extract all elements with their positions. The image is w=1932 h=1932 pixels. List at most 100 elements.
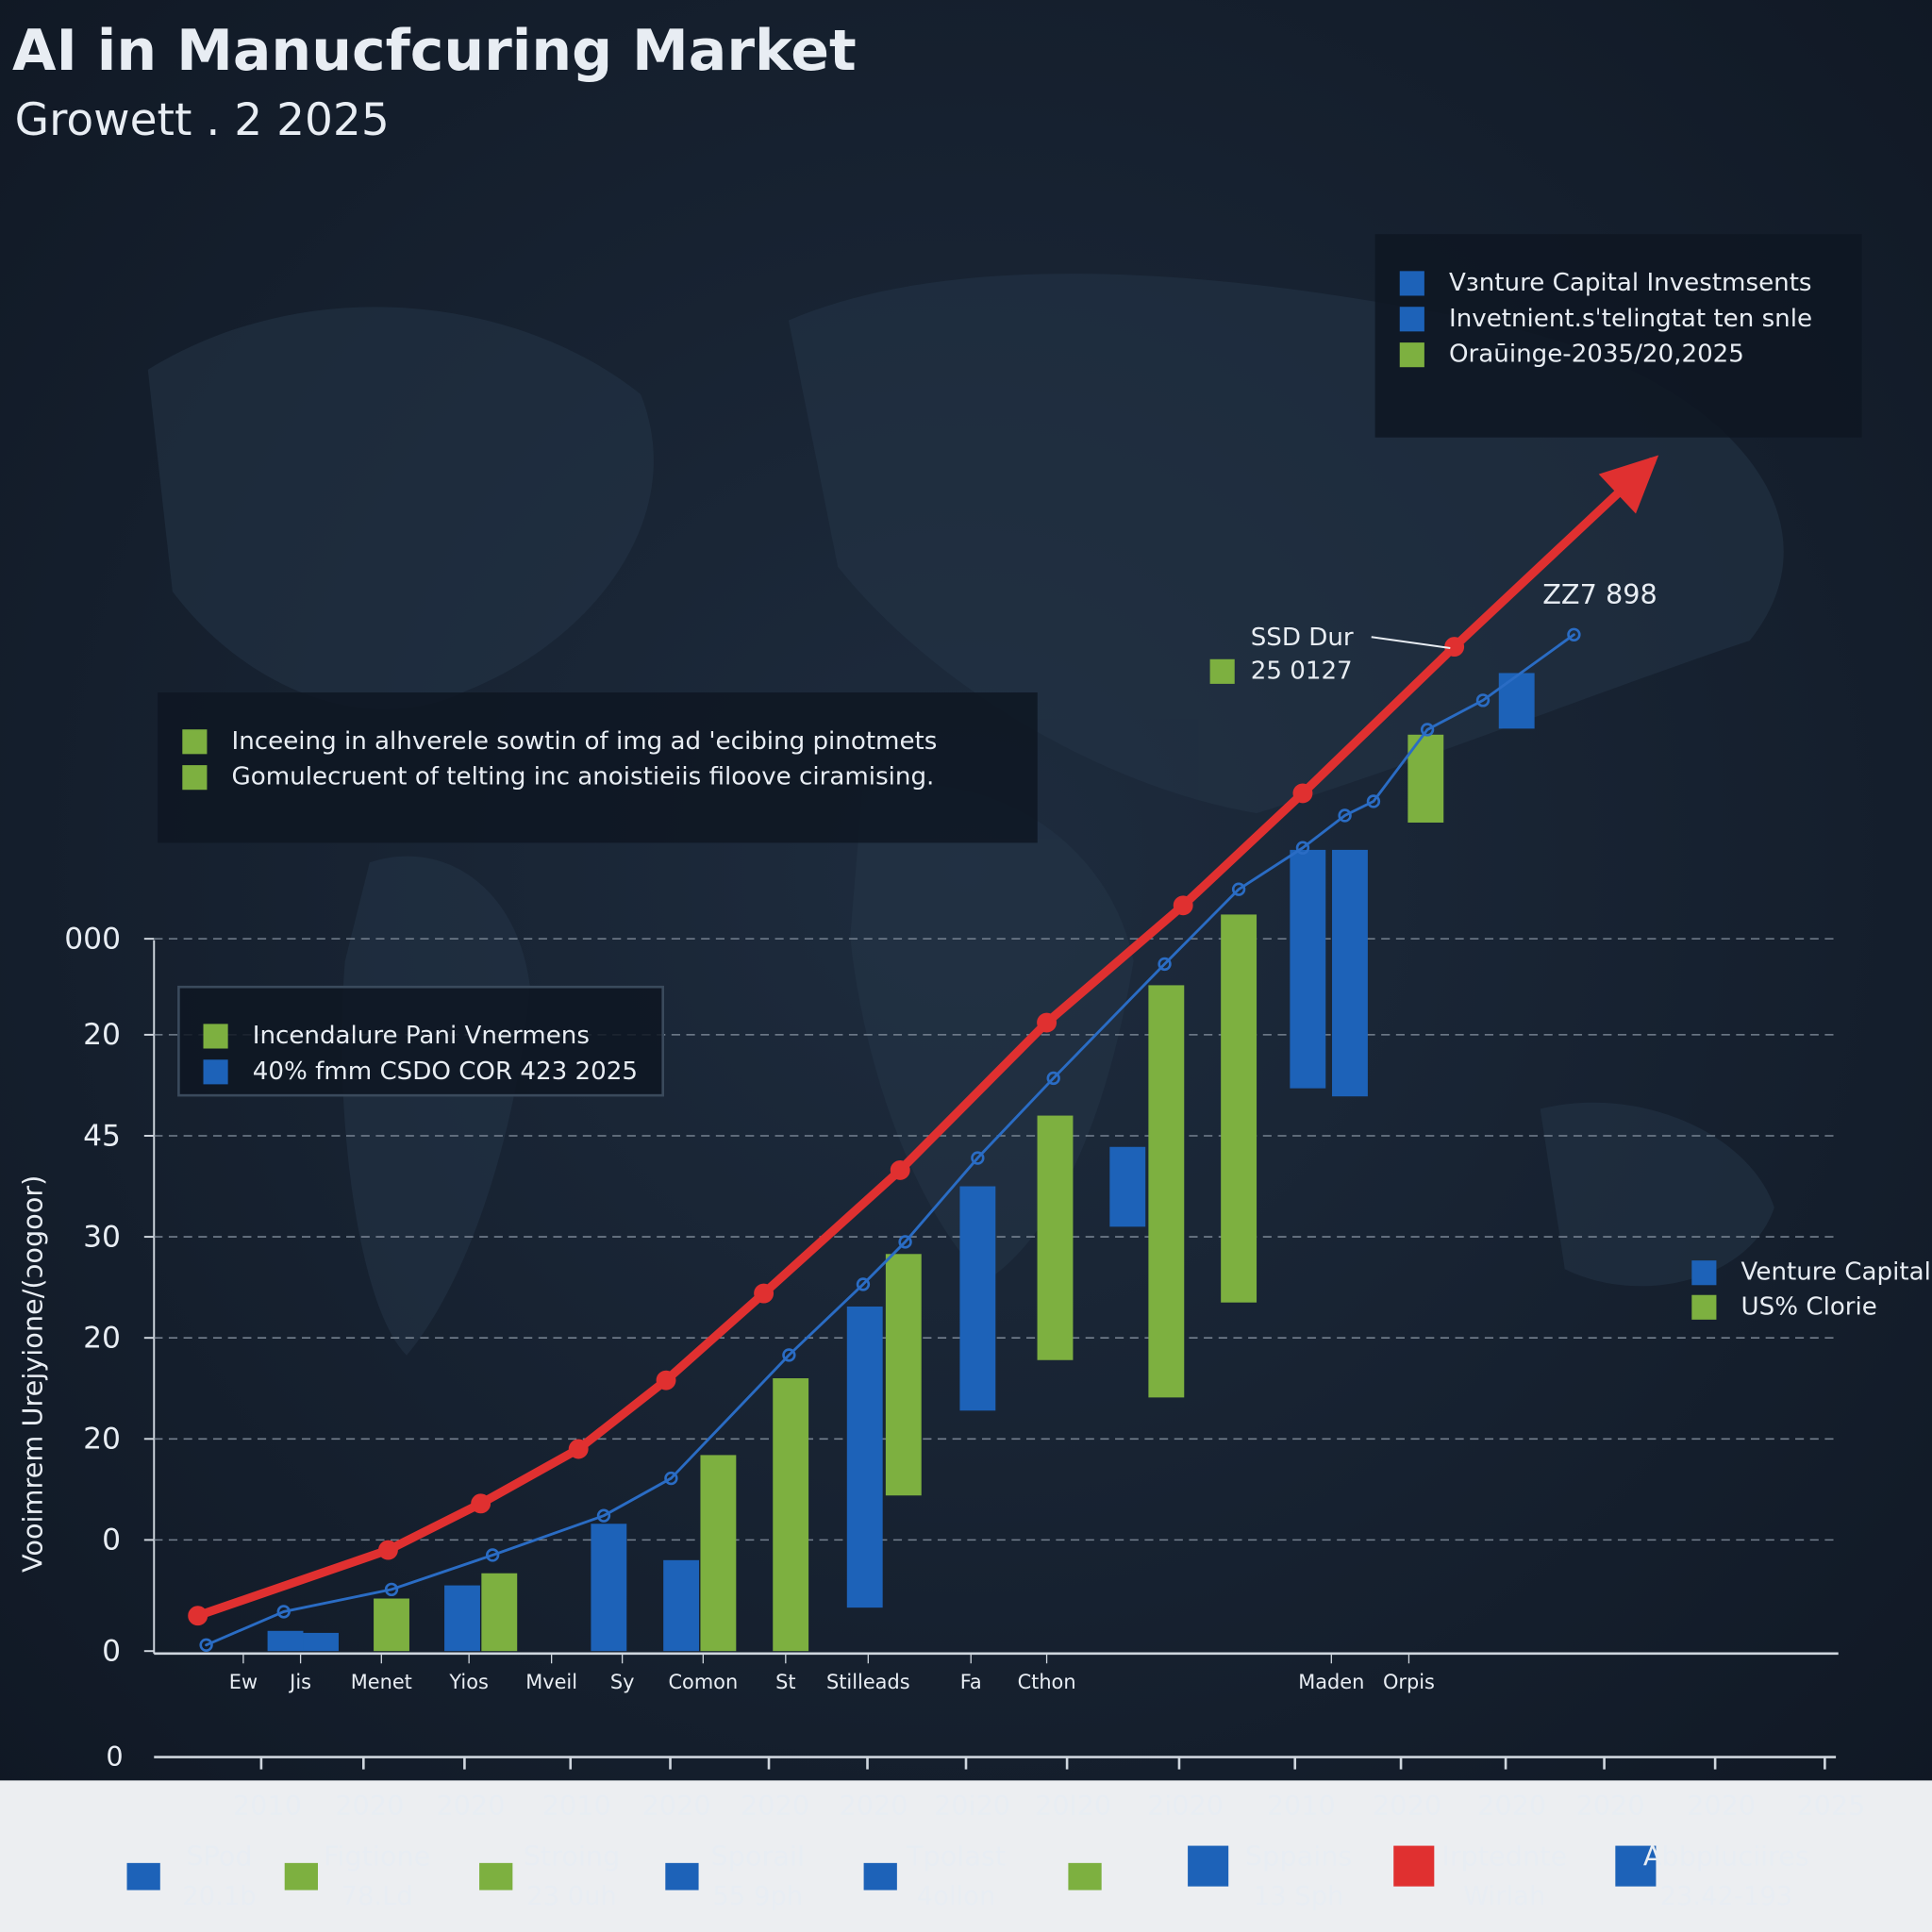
legend-swatch [203, 1059, 228, 1085]
bottom-legend-swatch [284, 1862, 318, 1890]
bar [885, 1254, 922, 1496]
legend-box [1374, 234, 1862, 438]
bottom-axis-label: 2010 [233, 1790, 302, 1822]
line-marker [188, 1606, 208, 1626]
line-marker [890, 1159, 910, 1180]
bottom-legend-value: 23.42-193 [1660, 1882, 1793, 1911]
bottom-axis-label: 2i020 [1147, 1790, 1224, 1822]
callout-leader [1371, 636, 1451, 649]
line-marker [1173, 895, 1193, 916]
bottom-axis-label: 2020 [1477, 1790, 1546, 1822]
x-tick-label: Sy [610, 1671, 635, 1693]
line-marker [377, 1540, 398, 1560]
x-tick-label: Yios [448, 1671, 488, 1693]
legend-text: Vɜnture Capital Investmsents [1449, 269, 1812, 297]
legend-swatch [203, 1024, 228, 1049]
line-marker [1158, 957, 1172, 972]
legend-text: Venture Capital [1741, 1258, 1931, 1287]
legend-swatch [1399, 342, 1424, 368]
bottom-legend-swatch [665, 1862, 699, 1890]
x-tick-label: Stilleads [826, 1671, 910, 1693]
line-marker [485, 1548, 500, 1562]
bottom-legend-value: 23 0uh [526, 1882, 617, 1911]
x-tick-label: Menet [351, 1671, 412, 1693]
bottom-axis-label: 2020 [1687, 1790, 1756, 1822]
y-tick-label: 0 [102, 1635, 121, 1669]
legend-text: Inceeing in alhverele sowtin of img ad '… [232, 727, 938, 756]
bottom-legend-value: 4ollon [917, 1882, 996, 1911]
y-tick-label: 30 [83, 1220, 121, 1254]
line-marker [754, 1283, 774, 1304]
line-marker [471, 1493, 491, 1514]
line-marker [971, 1151, 985, 1165]
chart-title: AI in Manucfcuring Market [12, 18, 857, 84]
line-marker [1444, 637, 1465, 658]
line-marker [664, 1471, 678, 1486]
bottom-legend-name: Figtione [324, 1840, 430, 1873]
legend-text: 40% fmm CSDO COR 423 2025 [253, 1058, 638, 1086]
bottom-legend-swatch [126, 1862, 160, 1890]
line [205, 633, 1575, 1647]
y-tick-label: 45 [83, 1119, 121, 1153]
callout: 25 0127 [1251, 657, 1353, 685]
bottom-axis-label: 20l20 [1035, 1790, 1111, 1822]
x-tick-label: Ew [229, 1671, 258, 1693]
line-marker [276, 1605, 291, 1619]
legend-text: Invetnient.sˈtelingtat ten snle [1449, 305, 1812, 333]
line-marker [1366, 794, 1381, 808]
x-tick-label: Orpis [1383, 1671, 1435, 1693]
bottom-legend-swatch [1068, 1862, 1102, 1890]
x-tick-label: Maden [1298, 1671, 1364, 1693]
bottom-axis-label: 2025 [1796, 1790, 1865, 1822]
bottom-legend-value: 55 9ph [712, 1882, 803, 1911]
bar [1037, 1115, 1074, 1360]
bottom-legend-value: Wirlah [1463, 1882, 1545, 1911]
bottom-legend-swatch [1615, 1845, 1657, 1887]
line-marker [384, 1582, 399, 1597]
line-marker [1231, 882, 1246, 896]
bottom-legend-name: Sppains [1245, 1840, 1352, 1873]
bar [773, 1378, 809, 1652]
legend-swatch [1691, 1260, 1717, 1286]
bar [1221, 914, 1257, 1303]
callout: ZZ7 898 [1542, 578, 1657, 610]
y-tick-label: 20 [83, 1018, 121, 1052]
legend-swatch [182, 729, 208, 755]
line-marker [1420, 723, 1435, 737]
legend-box [158, 692, 1038, 843]
legend-text: Oraūinge-2035/20,2025 [1449, 341, 1744, 369]
line-marker [1037, 1012, 1058, 1033]
bottom-axis-label: 2010 [1267, 1790, 1336, 1822]
legend-box [177, 985, 664, 1097]
line-marker [1046, 1071, 1060, 1086]
x-tick-label: Jis [288, 1671, 311, 1693]
y-tick-label: 20 [83, 1423, 121, 1457]
bar [591, 1524, 627, 1652]
y-tick-label: 0 [102, 1524, 121, 1557]
callout-swatch [1209, 658, 1235, 684]
legend-text: Incendalure Pani Vnermens [253, 1022, 590, 1050]
line-marker [656, 1370, 676, 1391]
bar [1332, 849, 1368, 1097]
bottom-axis-label: 2020 [741, 1790, 809, 1822]
legend-swatch [1399, 307, 1424, 332]
legend-swatch [1399, 271, 1424, 296]
bottom-axis-label: 2010 [542, 1790, 611, 1822]
bottom-legend-name: Abbpluciires [1643, 1840, 1809, 1873]
line-marker [856, 1277, 871, 1291]
bar [303, 1632, 339, 1652]
bar [1148, 985, 1185, 1398]
x-tick-label: Mveil [525, 1671, 577, 1693]
bar [846, 1306, 883, 1608]
chart-subtitle: Growett . 2 2025 [15, 94, 390, 146]
bar [663, 1559, 700, 1652]
bar [700, 1455, 737, 1652]
bottom-axis-label: 2020 [1373, 1790, 1441, 1822]
line-marker [898, 1235, 912, 1249]
bottom-band [0, 1780, 1932, 1932]
y-axis-label: Vooimrem Urejyione/(ɔogoor) [17, 1175, 49, 1573]
world-map [147, 274, 1784, 1356]
line-marker [1567, 627, 1581, 641]
bottom-legend-swatch [1188, 1845, 1229, 1887]
